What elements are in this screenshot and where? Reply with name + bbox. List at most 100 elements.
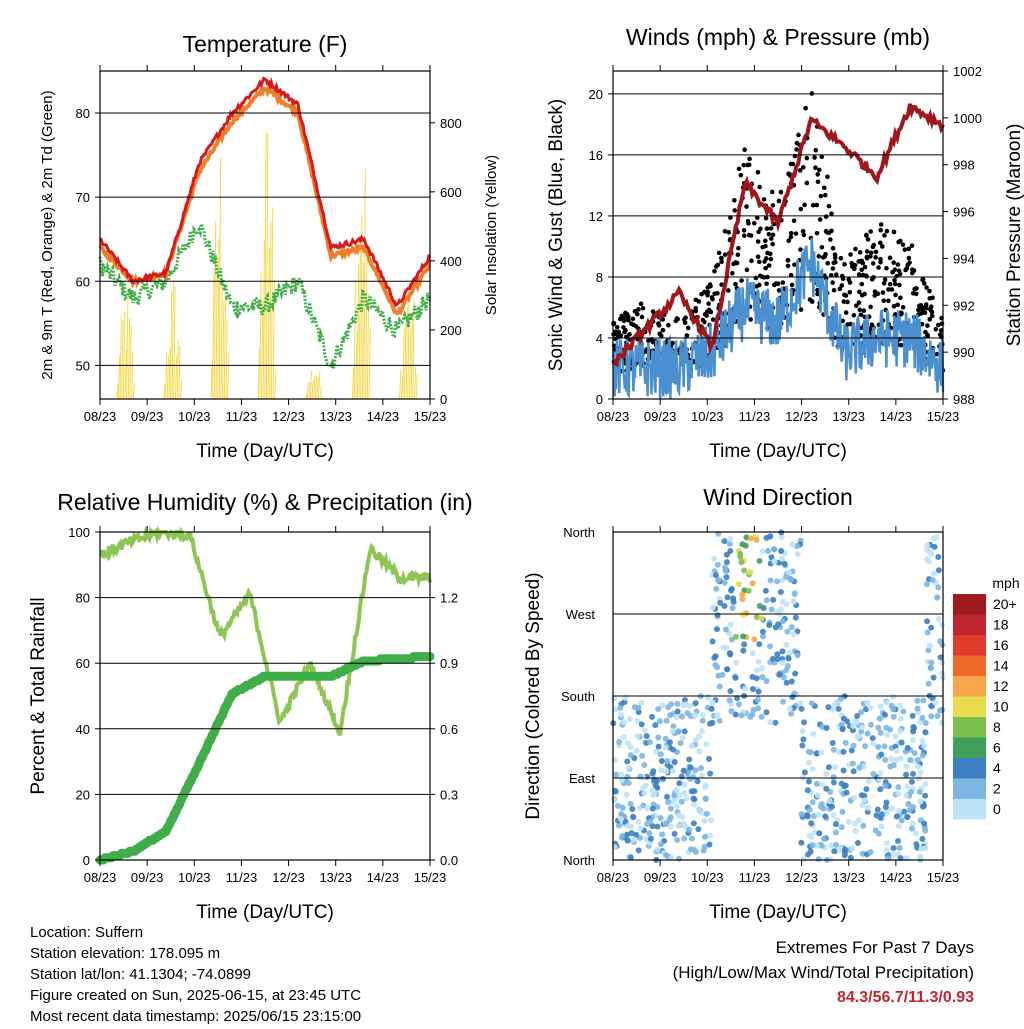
gust-point (696, 299, 702, 304)
gust-point (622, 329, 627, 335)
gust-point (881, 298, 887, 304)
gust-point (764, 281, 769, 287)
direction-point (721, 579, 728, 586)
gust-point (768, 226, 774, 231)
direction-point (747, 569, 754, 576)
gust-point (898, 311, 904, 317)
gust-point (741, 233, 747, 238)
gust-point (722, 228, 728, 234)
y2-tick-label: 1.2 (440, 591, 458, 606)
direction-point (615, 822, 622, 829)
direction-point (649, 770, 656, 777)
direction-point (939, 670, 946, 677)
direction-point (648, 713, 655, 720)
y-tick-label: 100 (68, 525, 90, 540)
direction-point (635, 818, 642, 825)
direction-point (937, 638, 944, 645)
solar-spike (260, 300, 264, 400)
direction-point (646, 739, 653, 746)
gust-point (785, 263, 791, 269)
gust-point (614, 324, 620, 330)
legend-swatch (953, 717, 986, 738)
direction-point (808, 820, 815, 827)
direction-point (618, 811, 625, 818)
y2-tick-label: 994 (953, 251, 975, 266)
x-tick-label: 14/23 (367, 870, 400, 885)
gust-point (814, 230, 820, 236)
direction-point (759, 674, 766, 681)
direction-point (745, 587, 752, 594)
direction-point (785, 569, 792, 576)
direction-point (928, 659, 935, 666)
y2-tick-label: 200 (440, 323, 462, 338)
direction-point (845, 818, 852, 825)
direction-point (930, 674, 937, 681)
extremes-subtitle: (High/Low/Max Wind/Total Precipitation) (672, 963, 974, 982)
direction-point (678, 773, 685, 780)
legend-title: mph (992, 575, 1019, 591)
direction-point (881, 743, 888, 750)
gust-point (780, 280, 786, 285)
solar-spike (166, 355, 169, 400)
direction-point (627, 800, 634, 807)
direction-point (839, 726, 846, 733)
direction-point (914, 705, 921, 712)
solar-spike (169, 291, 173, 400)
direction-point (667, 814, 674, 821)
y2-tick-label: 0.9 (440, 656, 458, 671)
gust-point (832, 255, 838, 260)
gust-point (825, 174, 830, 180)
direction-point (934, 713, 941, 720)
direction-point (665, 704, 672, 711)
gust-point (755, 254, 761, 259)
direction-point (620, 734, 627, 741)
direction-point (667, 823, 674, 830)
direction-point (772, 719, 779, 726)
direction-point (711, 555, 718, 562)
x-tick-label: 15/23 (414, 870, 447, 885)
gust-point (801, 232, 807, 238)
direction-point (861, 797, 868, 804)
gust-point (788, 161, 794, 167)
gust-point (635, 311, 640, 317)
direction-point (909, 737, 916, 744)
gust-point (804, 155, 810, 161)
gust-point (736, 245, 741, 251)
gust-point (623, 310, 628, 316)
direction-point (649, 787, 656, 794)
direction-tick-label: North (563, 853, 595, 868)
direction-point (675, 822, 682, 829)
direction-point (883, 840, 890, 847)
gust-point (815, 291, 820, 297)
direction-point (758, 713, 765, 720)
direction-point (904, 783, 911, 790)
gust-point (843, 310, 849, 315)
direction-point (709, 604, 716, 611)
direction-point (818, 749, 825, 756)
direction-point (888, 755, 895, 762)
gust-point (892, 277, 897, 283)
direction-point (763, 709, 770, 716)
direction-point (749, 650, 756, 657)
gust-point (819, 154, 825, 160)
solar-spike (264, 131, 267, 400)
gust-point (813, 165, 818, 171)
direction-point (903, 771, 910, 778)
x-tick-label: 13/23 (832, 870, 865, 885)
x-tick-label: 13/23 (832, 409, 865, 424)
direction-point (637, 773, 644, 780)
direction-point (840, 767, 847, 774)
direction-point (919, 803, 926, 810)
x-tick-label: 15/23 (927, 409, 960, 424)
gust-point (856, 300, 862, 305)
direction-point (895, 807, 902, 814)
x-tick-label: 14/23 (880, 409, 913, 424)
direction-point (630, 814, 637, 821)
direction-point (840, 748, 847, 755)
direction-point (631, 704, 638, 711)
y2-tick-label: 1002 (953, 64, 982, 79)
x-tick-label: 08/23 (597, 409, 630, 424)
direction-point (907, 789, 914, 796)
gust-point (872, 289, 878, 294)
solar-spike (368, 327, 371, 400)
